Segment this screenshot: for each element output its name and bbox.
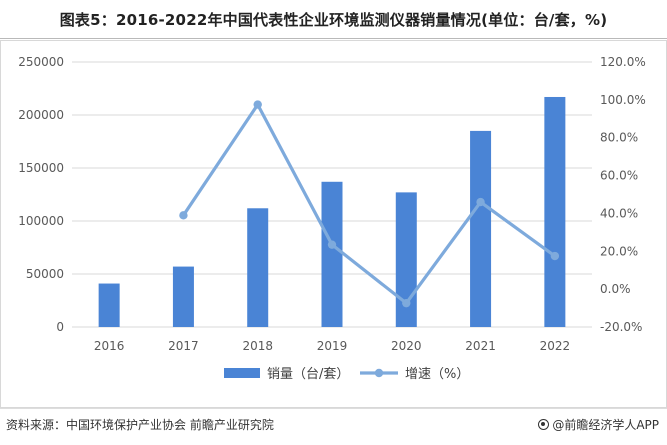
y-left-tick-label: 100000 [18, 214, 64, 228]
x-tick-label: 2022 [540, 339, 571, 353]
growth-point [476, 197, 485, 207]
growth-point [327, 240, 337, 249]
y-left-tick-label: 50000 [26, 267, 64, 281]
y-right-tick-label: 60.0% [600, 169, 638, 183]
x-tick-label: 2021 [465, 339, 496, 353]
title-divider [0, 38, 667, 39]
growth-line [182, 102, 556, 305]
x-tick-label: 2020 [391, 339, 422, 353]
bar [321, 181, 343, 327]
y-right-tick-label: 80.0% [600, 131, 638, 145]
footer-divider [0, 408, 667, 409]
legend-swatch-bar [224, 368, 260, 378]
growth-point [179, 211, 188, 220]
growth-point [402, 298, 411, 308]
y-right-tick-label: 100.0% [600, 93, 646, 107]
bar [470, 130, 492, 327]
x-tick-label: 2017 [168, 339, 199, 353]
credit: @前瞻经济学人APP [538, 416, 659, 433]
bar [172, 266, 194, 327]
credit-text: @前瞻经济学人APP [552, 418, 659, 432]
y-right-tick-label: 20.0% [600, 244, 638, 258]
y-right-tick-label: -20.0% [600, 320, 642, 334]
chart: 0 50000 100000 150000 200000 250000 -20.0% 0.0%… [18, 55, 646, 382]
bar [544, 96, 566, 327]
y-right-tick-label: 120.0% [600, 55, 646, 69]
legend-marker-line [374, 368, 384, 378]
x-tick-label: 2018 [242, 339, 273, 353]
x-tick-label: 2019 [317, 339, 348, 353]
source-note: 资料来源：中国环境保护产业协会 前瞻产业研究院 [6, 418, 274, 432]
growth-point [253, 100, 262, 109]
chart-title: 图表5：2016-2022年中国代表性企业环境监测仪器销量情况(单位：台/套，%… [59, 11, 608, 29]
y-left-tick-label: 200000 [18, 108, 64, 122]
y-right-tick-label: 40.0% [600, 206, 638, 220]
legend-label-bar: 销量（台/套） [267, 366, 349, 382]
x-tick-label: 2016 [94, 339, 125, 353]
y-right-tick-label: 0.0% [600, 282, 631, 296]
y-left-tick-label: 250000 [18, 55, 64, 69]
y-left-tick-label: 0 [56, 320, 64, 334]
growth-point [550, 251, 560, 261]
bar [247, 208, 269, 327]
y-left-tick-label: 150000 [18, 161, 64, 175]
bar [98, 283, 120, 327]
qianzhan-logo-icon [538, 419, 550, 430]
legend-label-line: 增速（%） [405, 367, 469, 382]
